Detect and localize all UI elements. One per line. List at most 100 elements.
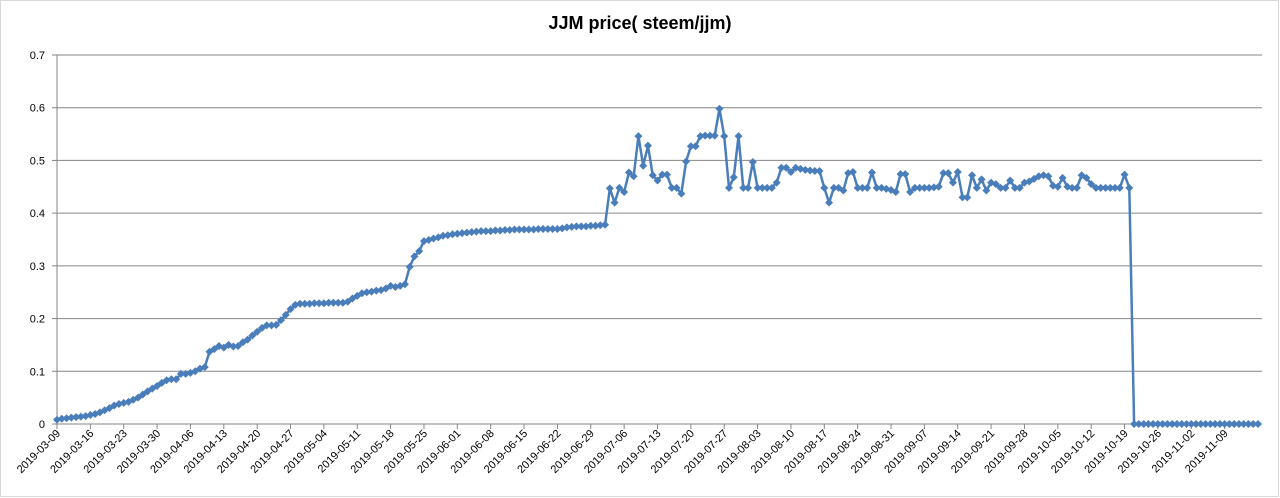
data-point [400,280,409,289]
data-point [867,168,876,177]
data-point [272,320,281,329]
data-point [1220,420,1229,428]
data-point [915,183,924,192]
data-point [1091,183,1100,192]
data-point [858,183,867,192]
data-point [510,225,519,234]
data-point [462,228,471,237]
data-point [653,176,662,185]
data-point [477,227,486,236]
data-point [1130,420,1139,428]
data-point [577,222,586,231]
data-point [729,173,738,182]
data-point [229,342,238,351]
data-point [929,183,938,192]
data-point [1096,183,1105,192]
data-point [1087,180,1096,189]
data-point [310,299,319,308]
data-point [806,166,815,175]
data-point [1149,420,1158,428]
data-point [629,172,638,181]
data-point [1101,183,1110,192]
data-point [1015,183,1024,192]
data-point [715,104,724,113]
data-point [591,221,600,230]
data-point [324,298,333,307]
data-point [815,166,824,175]
data-point [839,186,848,195]
data-point [582,222,591,231]
y-tick-label: 0.2 [30,314,45,326]
data-point [505,226,514,235]
data-point [1234,420,1243,428]
y-tick-label: 0.4 [30,208,45,220]
data-point [896,170,905,179]
data-point [663,170,672,179]
y-tick-label: 0.7 [30,50,45,62]
data-point [601,220,610,229]
y-tick-label: 0.5 [30,155,45,167]
data-point [677,189,686,198]
data-point [825,198,834,207]
data-point [562,223,571,232]
data-point [991,180,1000,189]
data-point [1244,420,1253,428]
data-point [467,228,476,237]
data-point [782,163,791,172]
data-point [1239,420,1248,428]
data-point [643,141,652,150]
data-point [1044,172,1053,181]
data-point [62,414,71,423]
data-point [1144,420,1153,428]
data-point [939,169,948,178]
data-point [524,225,533,234]
data-point [724,183,733,192]
data-point [1249,420,1258,428]
data-point [315,299,324,308]
data-point [234,341,243,350]
data-point [586,221,595,230]
data-point [334,298,343,307]
data-point [500,226,509,235]
data-point [67,413,76,422]
data-point [372,286,381,295]
data-point [972,183,981,192]
data-point [1139,420,1148,428]
data-point [1163,420,1172,428]
data-point [410,252,419,261]
data-point [739,183,748,192]
data-point [72,413,81,422]
data-point [701,131,710,140]
data-point [982,186,991,195]
data-point [253,327,262,336]
data-point [596,221,605,230]
data-point [605,184,614,193]
data-point [901,170,910,179]
data-point [1153,420,1162,428]
data-point [448,230,457,239]
data-point [1058,173,1067,182]
data-point [1068,183,1077,192]
data-point [520,225,529,234]
data-point [720,132,729,141]
data-point [763,183,772,192]
data-point [1230,420,1239,428]
data-point [1225,420,1234,428]
data-point [458,229,467,238]
data-point [1192,420,1201,428]
data-point [786,168,795,177]
data-point [758,183,767,192]
data-point [682,157,691,166]
data-point [872,183,881,192]
data-point [634,132,643,141]
data-point [748,158,757,167]
data-point [1134,420,1143,428]
data-point [953,168,962,177]
data-point [405,262,414,271]
data-point [639,161,648,170]
data-point [772,178,781,187]
data-point [200,363,209,372]
data-point [1120,170,1129,179]
data-point [1115,183,1124,192]
